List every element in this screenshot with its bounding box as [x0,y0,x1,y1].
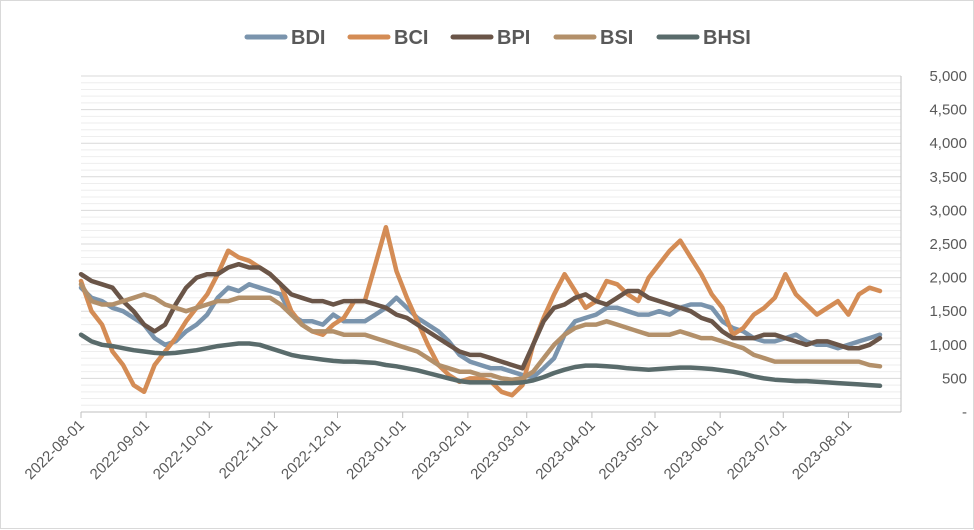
legend: BDI BCI BPI BSI BHSI [244,27,751,49]
x-tick-label: 2022-09-01 [87,417,153,483]
x-tick-label: 2022-08-01 [22,417,88,483]
y-axis-ticks: - 500 1,000 1,500 2,000 2,500 3,000 3,500 4,000 4… [929,68,967,421]
x-tick-label: 2023-01-01 [343,417,409,483]
y-tick-label: 4,000 [929,135,967,152]
axes [81,76,902,413]
series-lines [78,224,883,398]
y-tick-label: - [962,404,967,421]
series-line-bsi [78,282,883,382]
gridlines [81,75,901,406]
legend-label-bsi: BSI [600,27,633,49]
legend-label-bhsi: BHSI [703,27,751,49]
series-line-bpi [78,261,883,371]
x-tick-label: 2022-11-01 [216,417,281,482]
x-tick-label: 2023-02-01 [408,417,474,483]
x-tick-label: 2023-06-01 [661,417,727,483]
x-tick-label: 2023-03-01 [467,417,533,483]
y-tick-label: 2,500 [929,236,967,253]
x-tick-label: 2023-08-01 [789,417,855,483]
x-tick-label: 2023-04-01 [532,417,598,483]
series-line-bhsi [78,332,883,389]
x-tick-label: 2023-05-01 [596,417,662,483]
y-tick-label: 500 [942,370,967,387]
y-tick-label: 3,000 [929,202,967,219]
y-tick-label: 3,500 [929,169,967,186]
y-tick-label: 1,000 [929,337,967,354]
legend-label-bdi: BDI [291,27,325,49]
y-tick-label: 2,000 [929,270,967,287]
y-tick-label: 5,000 [929,68,967,85]
y-tick-label: 4,500 [929,102,967,119]
legend-label-bpi: BPI [497,27,530,49]
x-tick-label: 2023-07-01 [724,417,790,483]
y-tick-label: 1,500 [929,303,967,320]
x-tick-label: 2022-12-01 [278,417,344,483]
series-line-bci [78,224,883,398]
legend-label-bci: BCI [394,27,428,49]
x-tick-label: 2022-10-01 [150,417,216,483]
